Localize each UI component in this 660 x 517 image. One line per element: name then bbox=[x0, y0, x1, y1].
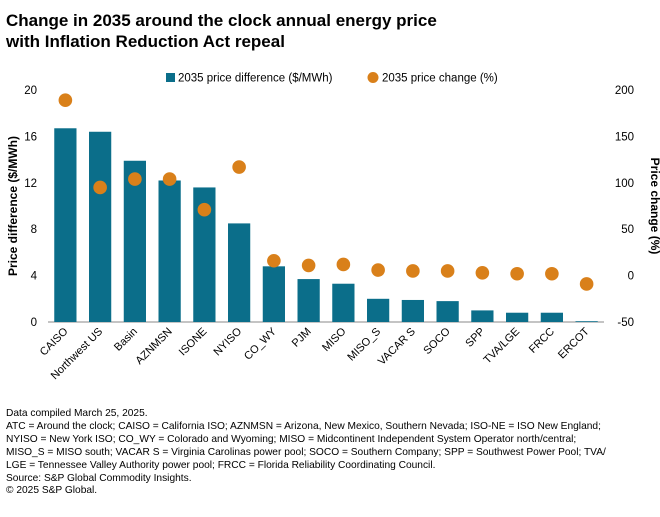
right-tick-label: 0 bbox=[628, 271, 634, 283]
chart-title-line-2: with Inflation Reduction Act repeal bbox=[6, 32, 285, 51]
dot bbox=[128, 172, 142, 186]
y2-axis-label: Price change (%) bbox=[648, 158, 660, 255]
bar bbox=[193, 187, 216, 322]
dot bbox=[58, 93, 73, 108]
note-line: MISO_S = MISO south; VACAR S = Virginia … bbox=[6, 446, 606, 458]
bar bbox=[471, 310, 494, 322]
bar bbox=[332, 283, 355, 322]
dot bbox=[545, 266, 559, 281]
bar bbox=[506, 312, 529, 322]
right-tick-label: -50 bbox=[617, 317, 634, 329]
x-tick-label: CO_WY bbox=[242, 325, 279, 362]
left-tick-label: 12 bbox=[24, 178, 37, 190]
note-line: NYISO = New York ISO; CO_WY = Colorado a… bbox=[6, 433, 577, 445]
left-tick-label: 20 bbox=[24, 85, 37, 97]
bar bbox=[401, 299, 424, 322]
dot bbox=[336, 257, 351, 272]
x-tick-label: Basin bbox=[112, 326, 140, 354]
dot bbox=[301, 258, 316, 273]
dot bbox=[232, 160, 246, 174]
legend: 2035 price difference ($/MWh) 2035 price… bbox=[166, 72, 498, 85]
x-tick-label: AZNMSN bbox=[133, 326, 174, 367]
dot bbox=[475, 266, 490, 280]
bar bbox=[123, 160, 146, 322]
combo-chart: 2035 price difference ($/MWh) 2035 price… bbox=[6, 72, 660, 382]
legend-bar-label: 2035 price difference ($/MWh) bbox=[178, 73, 333, 85]
legend-bar-swatch bbox=[166, 73, 175, 82]
dot bbox=[93, 180, 107, 195]
note-line: Data compiled March 25, 2025. bbox=[6, 408, 148, 419]
x-tick-label: CAISO bbox=[38, 325, 71, 358]
dot bbox=[267, 253, 281, 268]
y-axis-label: Price difference ($/MWh) bbox=[6, 136, 20, 276]
note-line: ATC = Around the clock; CAISO = Californ… bbox=[6, 420, 601, 432]
x-tick-label: MISO bbox=[320, 325, 349, 354]
right-tick-label: 100 bbox=[615, 178, 634, 190]
bar bbox=[367, 298, 390, 322]
dot bbox=[579, 277, 594, 291]
x-tick-label: TVA/LGE bbox=[481, 326, 522, 367]
right-tick-label: 150 bbox=[615, 131, 634, 143]
right-tick-label: 200 bbox=[615, 85, 634, 97]
x-tick-label: SPP bbox=[463, 326, 487, 350]
bar bbox=[297, 279, 320, 322]
left-tick-label: 8 bbox=[31, 224, 37, 236]
x-tick-label: ERCOT bbox=[556, 325, 592, 361]
bar bbox=[158, 180, 181, 322]
left-tick-label: 0 bbox=[31, 317, 37, 329]
left-tick-label: 16 bbox=[24, 131, 37, 143]
x-tick-label: FRCC bbox=[527, 326, 557, 356]
x-tick-label: PJM bbox=[290, 326, 314, 350]
chart-title-line-1: Change in 2035 around the clock annual e… bbox=[6, 11, 437, 30]
note-line: © 2025 S&P Global. bbox=[6, 485, 98, 497]
dot bbox=[197, 202, 212, 217]
bar bbox=[540, 312, 563, 322]
bar bbox=[436, 301, 459, 322]
chart-notes: Data compiled March 25, 2025. ATC = Arou… bbox=[6, 408, 656, 498]
bar bbox=[575, 321, 598, 322]
right-axis: -50 0 50 100 150 200 bbox=[615, 85, 634, 329]
legend-dot-swatch bbox=[367, 72, 379, 83]
bar bbox=[262, 266, 285, 322]
bars-series bbox=[54, 128, 598, 322]
chart-title: Change in 2035 around the clock annual e… bbox=[6, 10, 646, 52]
dot bbox=[371, 263, 385, 277]
dot bbox=[440, 264, 455, 278]
bar bbox=[228, 223, 251, 322]
note-line: Source: S&P Global Commodity Insights. bbox=[6, 472, 192, 484]
x-tick-label: ISONE bbox=[177, 326, 210, 359]
legend-dot-label: 2035 price change (%) bbox=[382, 73, 498, 85]
left-tick-label: 4 bbox=[31, 271, 38, 283]
x-tick-label: VACAR S bbox=[376, 326, 418, 368]
bar bbox=[89, 131, 112, 322]
dot bbox=[162, 172, 177, 186]
x-tick-label: NYISO bbox=[212, 325, 245, 358]
dots-series bbox=[58, 93, 594, 291]
right-tick-label: 50 bbox=[621, 224, 634, 236]
dot bbox=[510, 266, 524, 281]
note-line: LGE = Tennessee Valley Authority power p… bbox=[6, 459, 436, 471]
x-tick-label: SOCO bbox=[421, 325, 453, 357]
dot bbox=[406, 264, 420, 278]
bar bbox=[54, 128, 77, 322]
left-axis: 0 4 8 12 16 20 bbox=[24, 85, 37, 329]
